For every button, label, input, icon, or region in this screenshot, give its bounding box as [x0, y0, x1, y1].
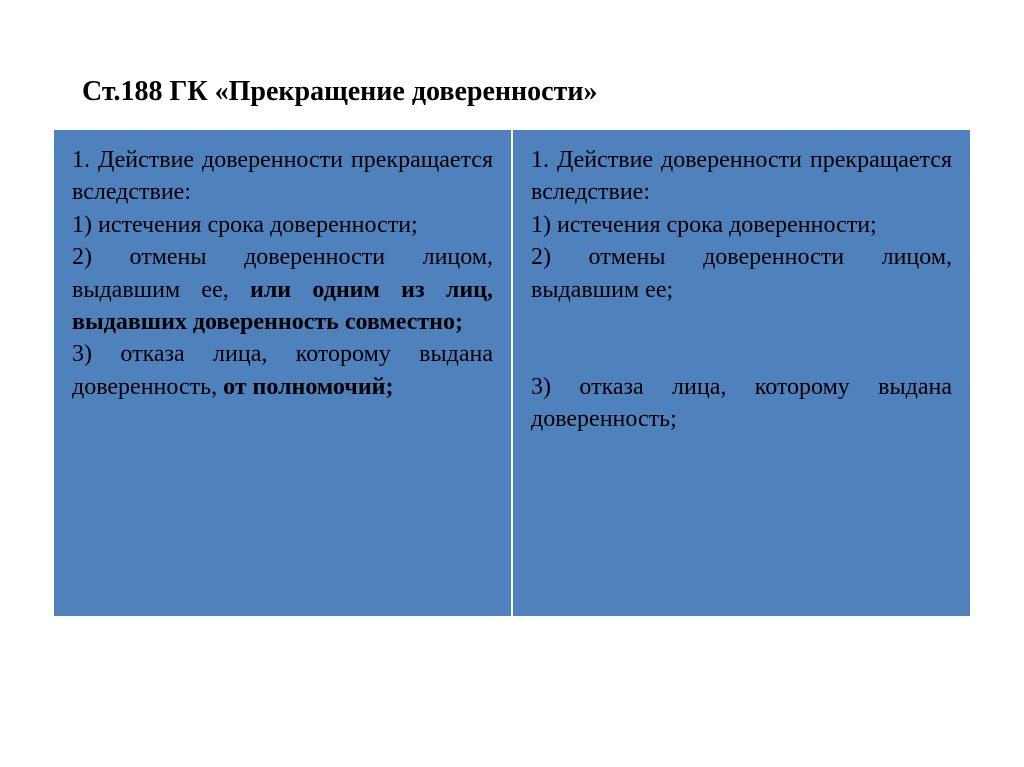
- right-para-1a: 1. Действие доверенности прекращается вс…: [531, 144, 952, 209]
- right-para-1b: 1) истечения срока доверенности;: [531, 209, 952, 241]
- left-para-1b: 1) истечения срока доверенности;: [72, 209, 493, 241]
- left-para-2: 2) отмены доверенности лицом, выдавшим е…: [72, 241, 493, 338]
- left-para-3: 3) отказа лица, которому выдана доверенн…: [72, 338, 493, 403]
- left-para-1a: 1. Действие доверенности прекращается вс…: [72, 144, 493, 209]
- left-para-3b-bold: от полномочий;: [223, 374, 393, 400]
- right-para-2: 2) отмены доверенности лицом, выдавшим е…: [531, 241, 952, 306]
- table-cell-right: 1. Действие доверенности прекращается вс…: [512, 129, 971, 617]
- right-para-3: 3) отказа лица, которому выдана доверенн…: [531, 371, 952, 436]
- slide: Ст.188 ГК «Прекращение доверенности» 1. …: [0, 0, 1024, 767]
- right-spacer-2: [531, 338, 952, 370]
- table-cell-left: 1. Действие доверенности прекращается вс…: [53, 129, 512, 617]
- comparison-table: 1. Действие доверенности прекращается вс…: [52, 128, 972, 618]
- slide-title: Ст.188 ГК «Прекращение доверенности»: [0, 0, 1024, 128]
- right-spacer-1: [531, 306, 952, 338]
